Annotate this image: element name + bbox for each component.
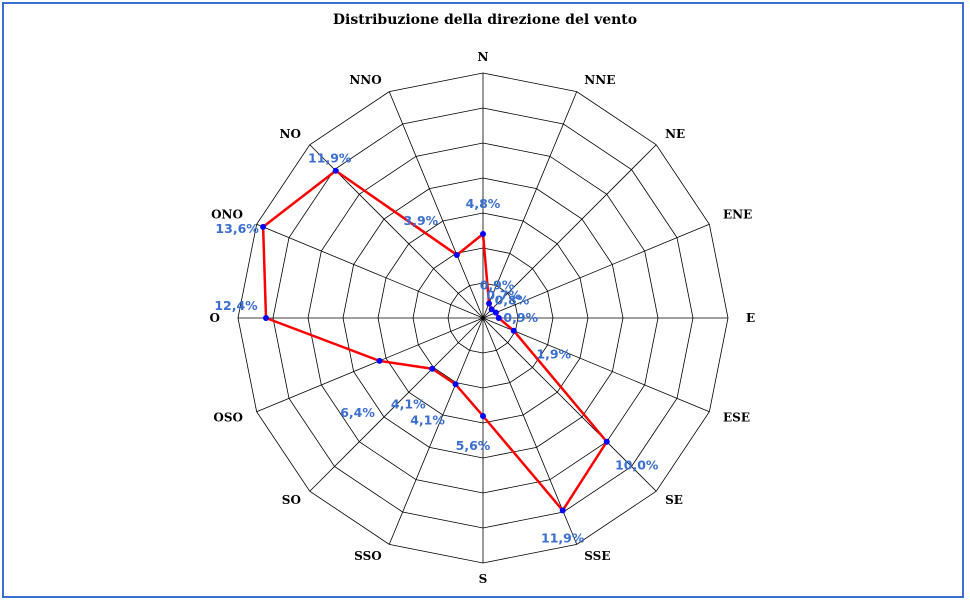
data-point <box>376 357 383 364</box>
grid-spoke <box>482 317 657 492</box>
data-label: 0,8% <box>495 293 530 308</box>
data-point <box>263 315 269 321</box>
grid-spoke <box>388 91 484 319</box>
data-label: 4,8% <box>466 196 501 211</box>
data-label: 5,6% <box>456 438 491 453</box>
direction-label-n: N <box>478 50 489 64</box>
data-label: 12,4% <box>214 298 258 313</box>
direction-label-e: E <box>746 311 755 325</box>
chart-title: Distribuzione della direzione del vento <box>332 12 638 28</box>
data-point <box>452 381 459 388</box>
radar-chart: N NNE NE ENE E ESE SE SSE S SSO SO OSO O ONO NO NNO 4,8%… <box>210 50 756 586</box>
data-label: 13,6% <box>215 221 259 236</box>
grid-spoke <box>482 144 657 319</box>
data-point <box>603 438 610 445</box>
grid-spoke <box>482 91 578 319</box>
data-point <box>260 223 267 230</box>
chart-frame: Distribuzione della direzione del vento … <box>2 2 964 598</box>
data-point <box>332 167 339 174</box>
direction-label-ono: ONO <box>211 208 243 222</box>
data-label: 11,9% <box>541 530 585 545</box>
data-label: 4,1% <box>391 397 426 412</box>
direction-label-sse: SSE <box>584 549 610 563</box>
data-label: 0,9% <box>480 277 515 292</box>
data-label: 0,9% <box>503 310 538 325</box>
data-label: 11,9% <box>308 151 352 166</box>
grid-spoke <box>482 317 710 413</box>
direction-label-ne: NE <box>665 127 685 141</box>
data-point <box>488 306 495 313</box>
grid-spoke <box>256 223 484 319</box>
direction-label-o: O <box>210 311 220 325</box>
data-point <box>429 365 436 372</box>
direction-label-s: S <box>479 572 488 586</box>
direction-label-oso: OSO <box>213 410 243 424</box>
direction-label-nne: NNE <box>584 73 615 87</box>
data-point <box>495 315 502 321</box>
data-point <box>486 300 493 307</box>
direction-label-nno: NNO <box>349 73 381 87</box>
data-point <box>492 309 499 316</box>
data-point <box>480 413 486 419</box>
grid-spoke <box>482 223 710 319</box>
data-label: 10,0% <box>615 458 659 473</box>
direction-label-no: NO <box>280 127 301 141</box>
direction-label-so: SO <box>282 493 301 507</box>
grid-spoke <box>309 317 484 492</box>
data-point <box>480 231 486 237</box>
data-point <box>510 327 517 334</box>
data-label: 3,9% <box>404 213 439 228</box>
data-label: 0,7% <box>486 287 521 302</box>
direction-label-se: SE <box>665 493 683 507</box>
direction-label-ese: ESE <box>723 410 750 424</box>
data-point <box>453 251 460 258</box>
grid-spoke <box>388 317 484 545</box>
direction-label-ene: ENE <box>723 208 752 222</box>
data-point <box>559 507 566 514</box>
direction-label-sso: SSO <box>354 549 382 563</box>
grid-spoke <box>256 317 484 413</box>
data-label: 1,9% <box>536 347 571 362</box>
data-label: 6,4% <box>340 405 375 420</box>
data-label: 4,1% <box>410 412 445 427</box>
